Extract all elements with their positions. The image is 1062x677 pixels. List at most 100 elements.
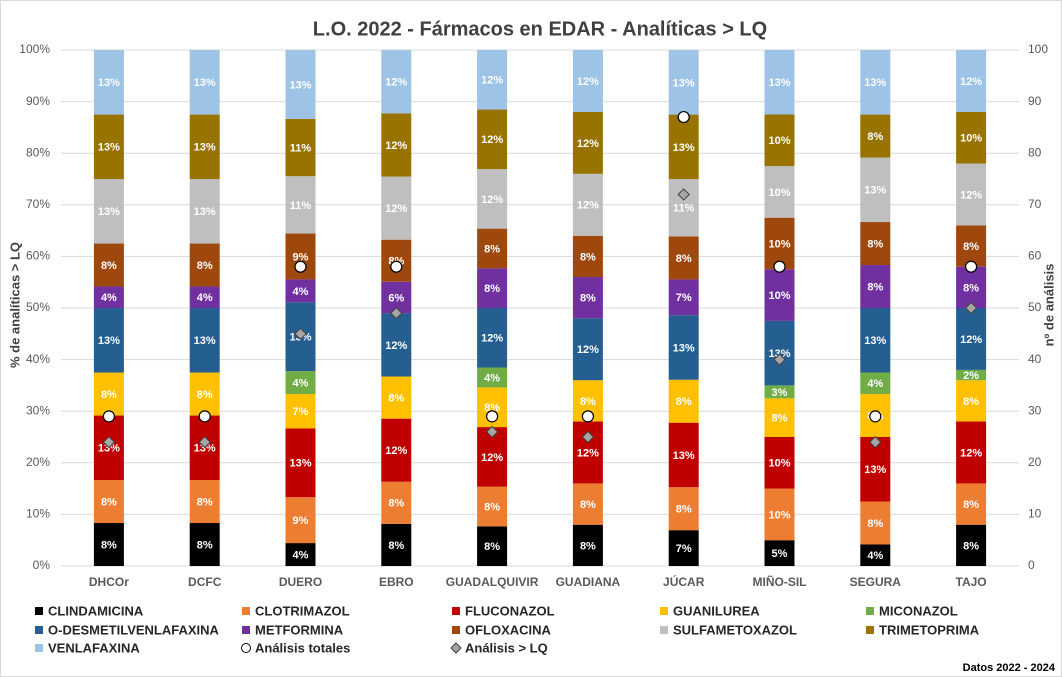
data-label: 12% (481, 75, 503, 87)
bar-segment (860, 157, 891, 223)
data-label: 12% (481, 452, 503, 464)
bar-segment (764, 269, 795, 321)
bar-segment (668, 530, 699, 566)
bar-segment (477, 268, 508, 308)
bar-segment (477, 526, 508, 566)
data-label: 13% (194, 443, 216, 455)
data-label: 8% (197, 260, 213, 272)
data-label: 13% (768, 77, 790, 89)
bar-segment (93, 308, 124, 373)
y-axis-label: % de analíticas > LQ (7, 242, 22, 368)
x-tick-label: MIÑO-SIL (753, 574, 807, 589)
y-tick-label: 100% (19, 42, 50, 56)
x-tick-label: JÚCAR (663, 574, 705, 589)
total-marker (390, 260, 403, 273)
legend-label: O-DESMETILVENLAFAXINA (48, 622, 220, 637)
data-label: 8% (963, 540, 979, 552)
data-label: 8% (772, 413, 788, 425)
bar-segment (381, 50, 412, 114)
data-label: 12% (960, 447, 982, 459)
legend-label: Análisis totales (255, 640, 350, 655)
bar-segment (764, 320, 795, 386)
bar-segment (764, 488, 795, 541)
y-tick-label: 90% (26, 94, 50, 108)
legend-swatch (35, 607, 43, 615)
data-label: 12% (960, 76, 982, 88)
lq-marker (294, 327, 307, 341)
bar-segment (285, 118, 316, 177)
data-label: 13% (289, 79, 311, 91)
data-label: 5% (772, 548, 788, 560)
data-label: 6% (388, 292, 404, 304)
data-label: 8% (867, 281, 883, 293)
y2-tick-label: 50 (1028, 300, 1042, 314)
bar-segment (956, 163, 987, 226)
data-label: 12% (385, 203, 407, 215)
y-tick-label: 0% (33, 558, 51, 572)
x-tick-label: TAJO (956, 575, 987, 589)
bar-segment (860, 50, 891, 115)
data-label: 13% (673, 77, 695, 89)
bar-segment (93, 523, 124, 566)
bar-segment (956, 266, 987, 308)
data-label: 8% (580, 251, 596, 263)
data-label: 4% (101, 292, 117, 304)
bar-segment (477, 109, 508, 170)
bar-segment (381, 418, 412, 482)
data-label: 10% (768, 509, 790, 521)
bar-segment (956, 225, 987, 267)
bar-segment (956, 308, 987, 370)
footer-note: Datos 2022 - 2024 (963, 662, 1056, 674)
bar-segment (860, 114, 891, 158)
y2-tick-label: 90 (1028, 94, 1042, 108)
y2-axis-label: nº de análisis (1041, 264, 1056, 347)
total-marker (198, 410, 211, 423)
data-label: 12% (960, 189, 982, 201)
bar-segment (189, 50, 220, 115)
data-label: 10% (768, 135, 790, 147)
data-label: 13% (194, 335, 216, 347)
x-tick-label: DUERO (279, 575, 322, 589)
legend-label: OFLOXACINA (465, 622, 552, 637)
data-label: 13% (194, 206, 216, 218)
data-label: 8% (101, 389, 117, 401)
bar-segment (764, 166, 795, 218)
data-label: 8% (388, 392, 404, 404)
bar-segment (189, 372, 220, 416)
bar-segment (189, 243, 220, 287)
data-label: 8% (867, 131, 883, 143)
lq-marker (485, 425, 499, 439)
lq-marker (102, 435, 116, 449)
data-label: 13% (864, 185, 886, 197)
y2-tick-label: 100 (1028, 42, 1048, 56)
data-label: 8% (101, 496, 117, 508)
legend-label: MICONAZOL (879, 603, 958, 618)
data-label: 13% (864, 464, 886, 476)
data-label: 10% (960, 133, 982, 145)
legend-marker (241, 643, 251, 653)
bar-segment (189, 480, 220, 524)
legend-swatch (866, 607, 874, 615)
bar-segment (956, 50, 987, 112)
data-label: 13% (98, 142, 120, 154)
bar-segment (477, 486, 508, 527)
total-marker (869, 410, 882, 423)
bar-segment (93, 50, 124, 115)
bar-segment (956, 524, 987, 566)
bar-segment (764, 540, 795, 566)
data-label: 13% (98, 335, 120, 347)
bar-segment (668, 379, 699, 423)
data-label: 9% (293, 251, 309, 263)
bar-segment (572, 483, 603, 525)
x-tick-label: GUADALQUIVIR (446, 575, 539, 589)
data-label: 4% (867, 550, 883, 562)
bar-segment (189, 114, 220, 180)
bar-segment (860, 308, 891, 373)
data-label: 12% (385, 77, 407, 89)
bar-segment (93, 372, 124, 416)
total-marker (964, 260, 978, 273)
bar-segment (93, 243, 124, 287)
y-tick-label: 70% (26, 197, 50, 211)
total-marker (677, 110, 690, 124)
